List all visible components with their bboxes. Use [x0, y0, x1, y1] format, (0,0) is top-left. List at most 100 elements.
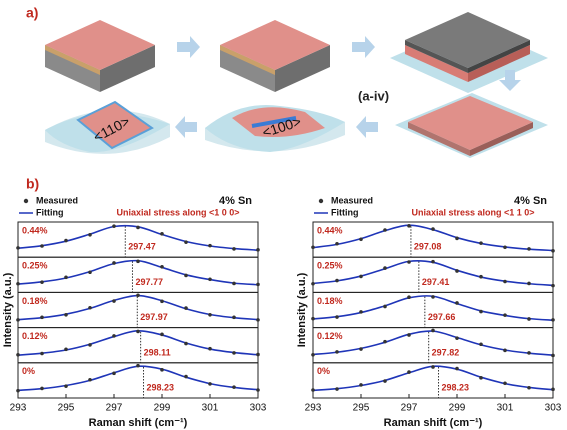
measured-point: [64, 384, 68, 388]
subplot-frame: [17, 362, 259, 399]
measured-point: [455, 366, 459, 371]
measured-point: [208, 382, 212, 386]
measured-point: [407, 295, 411, 300]
measured-point: [256, 388, 260, 392]
measured-point: [160, 299, 164, 304]
peak-label: 297.08: [414, 242, 442, 252]
measured-point: [256, 352, 260, 357]
measured-point: [136, 259, 140, 264]
measured-point: [136, 225, 140, 230]
measured-point: [383, 339, 387, 344]
subplot-frame: [312, 362, 554, 399]
x-tick-label: 299: [154, 403, 171, 414]
measured-point: [383, 266, 387, 270]
peak-label: 297.47: [128, 242, 156, 252]
measured-point: [208, 346, 212, 351]
strain-label: 0.44%: [317, 225, 343, 235]
strain-label: 0%: [22, 366, 35, 376]
x-tick-label: 303: [545, 403, 562, 414]
measured-point: [40, 351, 44, 356]
x-tick-label: 301: [497, 403, 514, 414]
measured-point: [335, 241, 339, 246]
measured-point: [16, 246, 20, 250]
measured-point: [311, 245, 315, 250]
measured-point: [160, 368, 164, 372]
chart-title: 4% Sn: [514, 195, 547, 207]
y-axis-label: Intensity (a.u.): [2, 272, 14, 347]
measured-point: [551, 249, 555, 253]
x-tick-label: 297: [401, 403, 418, 414]
measured-point: [479, 309, 483, 314]
measured-point: [383, 379, 387, 383]
measured-point: [232, 385, 236, 389]
measured-point: [184, 273, 188, 278]
y-axis-label: Intensity (a.u.): [296, 272, 308, 347]
measured-point: [527, 281, 531, 286]
measured-point: [431, 365, 435, 369]
arrow: [499, 70, 521, 91]
measured-point: [551, 353, 555, 358]
measured-point: [479, 376, 483, 380]
strain-label: 0.18%: [22, 296, 48, 306]
measured-point: [359, 237, 363, 242]
arrow: [352, 36, 375, 58]
x-tick-label: 295: [58, 403, 75, 414]
measured-point: [88, 377, 92, 382]
measured-point: [184, 341, 188, 346]
strain-label: 0.25%: [317, 261, 343, 271]
measured-point: [551, 283, 555, 288]
measured-point: [479, 342, 483, 347]
legend-label: Fitting: [36, 207, 64, 217]
subplot-frame: [17, 291, 259, 329]
measured-point: [527, 385, 531, 390]
x-axis-label: Raman shift (cm⁻¹): [384, 417, 483, 429]
measured-point: [407, 260, 411, 264]
measured-point: [359, 347, 363, 351]
strain-label: 0.25%: [22, 261, 48, 271]
measured-point: [359, 310, 363, 314]
measured-point: [256, 282, 260, 287]
chart-subtitle: Uniaxial stress along <1 1 0>: [411, 207, 534, 217]
x-tick-label: 297: [106, 403, 123, 414]
measured-point: [112, 224, 116, 228]
measured-point: [431, 328, 435, 333]
fit-curve: [17, 365, 259, 392]
measured-point: [184, 306, 188, 310]
measured-point: [527, 351, 531, 355]
measured-point: [256, 248, 260, 252]
measured-point: [527, 247, 531, 251]
measured-point: [232, 281, 236, 286]
peak-label: 297.97: [140, 312, 168, 322]
measured-point: [383, 228, 387, 232]
measured-point: [431, 295, 435, 299]
measured-point: [40, 386, 44, 391]
arrow: [356, 116, 378, 138]
x-axis-label: Raman shift (cm⁻¹): [89, 417, 188, 429]
measured-point: [407, 370, 411, 374]
measured-point: [311, 316, 315, 321]
direction-arrow: [251, 116, 297, 128]
bent-plate-100: [205, 104, 345, 152]
measured-point: [455, 269, 459, 273]
measured-point: [335, 350, 339, 354]
measured-point: [455, 236, 459, 241]
measured-point: [88, 270, 92, 275]
peak-label: 297.77: [135, 277, 163, 287]
measured-point: [136, 363, 140, 368]
measured-point: [311, 281, 315, 286]
measured-point: [160, 232, 164, 236]
schematic: [45, 12, 548, 158]
measured-point: [136, 293, 140, 298]
measured-point: [551, 318, 555, 322]
measured-point: [16, 318, 20, 322]
measured-point: [208, 277, 212, 282]
x-tick-label: 293: [10, 403, 27, 414]
measured-point: [232, 315, 236, 320]
plate-2: [220, 20, 330, 92]
legend-label: Measured: [36, 195, 78, 205]
plate-3: [390, 12, 548, 93]
measured-point: [40, 280, 44, 284]
peak-label: 298.11: [144, 347, 171, 357]
arrow: [175, 116, 197, 138]
